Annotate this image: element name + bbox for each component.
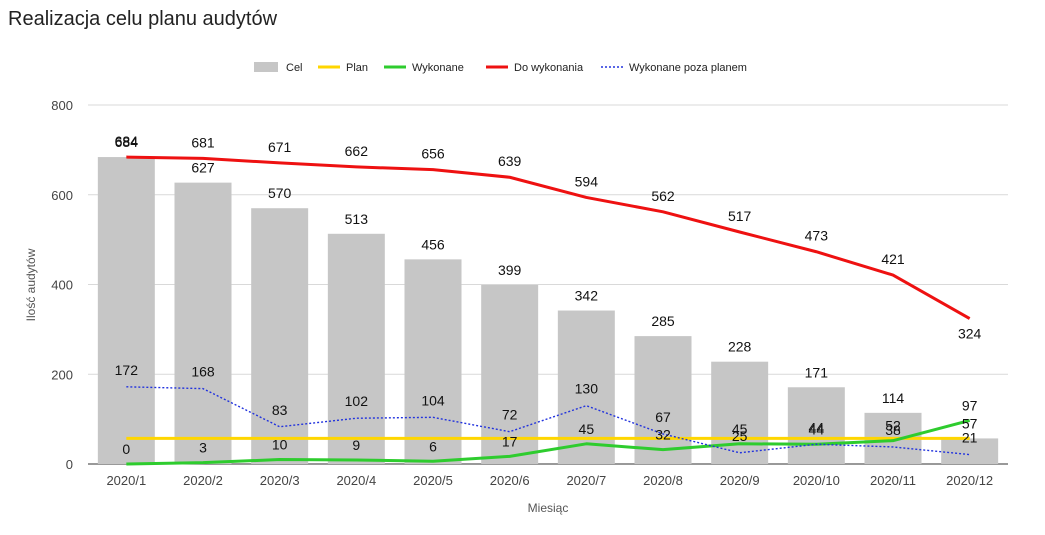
poza-planem-data-label: 102 (345, 393, 369, 409)
y-axis-ticks: 0 200 400 600 800 (51, 98, 73, 472)
poza-planem-data-label: 83 (272, 402, 288, 418)
wykonane-data-label: 6 (429, 438, 437, 454)
poza-planem-data-label: 172 (115, 362, 139, 378)
x-axis-ticks: 2020/1 2020/2 2020/3 2020/4 2020/5 2020/6 2020… (106, 473, 993, 488)
do-wykonania-data-label: 684 (115, 133, 139, 149)
x-tick-label: 2020/11 (870, 473, 916, 488)
chart-title: Realizacja celu planu audytów (8, 8, 278, 30)
do-wykonania-data-label: 681 (191, 134, 215, 150)
poza-planem-data-label: 104 (421, 392, 445, 408)
bar-data-label: 342 (575, 288, 599, 304)
wykonane-data-label: 45 (579, 421, 595, 437)
bar-data-label: 456 (421, 236, 445, 252)
x-tick-label: 2020/2 (183, 473, 223, 488)
line-wykonane-poza-planem (126, 386, 970, 456)
poza-planem-data-label: 38 (885, 422, 901, 438)
do-wykonania-data-label: 421 (881, 251, 905, 267)
wykonane-data-label: 17 (502, 433, 518, 449)
x-tick-label: 2020/5 (413, 473, 453, 488)
poza-planem-data-label: 44 (809, 419, 825, 435)
bar-data-label: 285 (651, 313, 675, 329)
poza-planem-data-label: 25 (732, 428, 748, 444)
bar-data-label: 399 (498, 262, 522, 278)
wykonane-data-label: 9 (352, 437, 360, 453)
legend-swatch (254, 62, 278, 72)
do-wykonania-data-label: 594 (575, 173, 599, 189)
wykonane-data-label: 97 (962, 397, 978, 413)
legend-label: Wykonane poza planem (629, 62, 747, 74)
series-lines (126, 155, 971, 466)
legend-label: Wykonane (412, 62, 464, 74)
y-tick-label: 0 (66, 457, 73, 472)
bar-cel (97, 157, 155, 464)
bar-data-label: 114 (882, 390, 905, 406)
bar-data-label: 513 (345, 211, 369, 227)
bar-cel (174, 182, 232, 465)
y-tick-label: 200 (51, 367, 73, 382)
do-wykonania-data-label: 562 (651, 188, 675, 204)
y-axis-title: Ilość audytów (24, 248, 38, 321)
y-tick-label: 600 (51, 188, 73, 203)
do-wykonania-data-label: 671 (268, 139, 292, 155)
x-tick-label: 2020/10 (793, 473, 840, 488)
bar-cel (481, 284, 539, 464)
x-axis-title: Miesiąc (528, 501, 569, 515)
x-tick-label: 2020/12 (946, 473, 993, 488)
line-do-wykonania (126, 155, 971, 320)
wykonane-data-label: 52 (885, 418, 901, 434)
poza-planem-data-label: 67 (655, 409, 671, 425)
grid (88, 104, 1008, 465)
bar-data-label: 171 (805, 364, 829, 380)
bar-cel (634, 336, 692, 464)
y-tick-label: 400 (51, 278, 73, 293)
do-wykonania-data-label: 517 (728, 208, 752, 224)
poza-planem-data-label: 130 (575, 381, 599, 397)
do-wykonania-data-label: 324 (958, 326, 982, 342)
x-tick-label: 2020/8 (643, 473, 683, 488)
bar-cel (327, 233, 385, 464)
bar-cel (941, 438, 999, 464)
wykonane-data-label: 44 (809, 421, 825, 437)
y-tick-label: 800 (51, 98, 73, 113)
x-tick-label: 2020/7 (566, 473, 606, 488)
bar-cel (251, 208, 309, 464)
poza-planem-data-label: 72 (502, 407, 518, 423)
bars (97, 157, 999, 465)
bar-data-label: 684 (115, 134, 139, 150)
wykonane-data-label: 3 (199, 440, 207, 456)
x-tick-label: 2020/3 (260, 473, 300, 488)
x-tick-label: 2020/4 (336, 473, 376, 488)
x-tick-label: 2020/1 (106, 473, 146, 488)
wykonane-data-label: 32 (655, 427, 671, 443)
bar-data-label: 570 (268, 185, 292, 201)
wykonane-data-label: 45 (732, 421, 748, 437)
wykonane-data-label: 0 (122, 441, 130, 457)
line-wykonane (126, 419, 971, 466)
poza-planem-data-label: 168 (191, 364, 215, 380)
bar-cel (711, 361, 769, 464)
legend-label: Cel (286, 62, 303, 74)
do-wykonania-data-label: 639 (498, 153, 522, 169)
legend: Cel Plan Wykonane Do wykonania Wykonane poza… (254, 62, 747, 74)
bar-data-label: 228 (728, 339, 752, 355)
legend-label: Do wykonania (514, 62, 584, 74)
poza-planem-data-label: 21 (962, 430, 978, 446)
do-wykonania-data-label: 662 (345, 143, 369, 159)
wykonane-data-label: 10 (272, 437, 288, 453)
x-tick-label: 2020/9 (720, 473, 760, 488)
bar-cel (404, 259, 462, 464)
bar-cel (787, 387, 845, 464)
legend-label: Plan (346, 62, 368, 74)
x-tick-label: 2020/6 (490, 473, 530, 488)
bar-data-label: 627 (191, 160, 215, 176)
do-wykonania-data-label: 656 (421, 146, 445, 162)
bar-data-label: 57 (962, 415, 978, 431)
do-wykonania-data-label: 473 (805, 228, 829, 244)
